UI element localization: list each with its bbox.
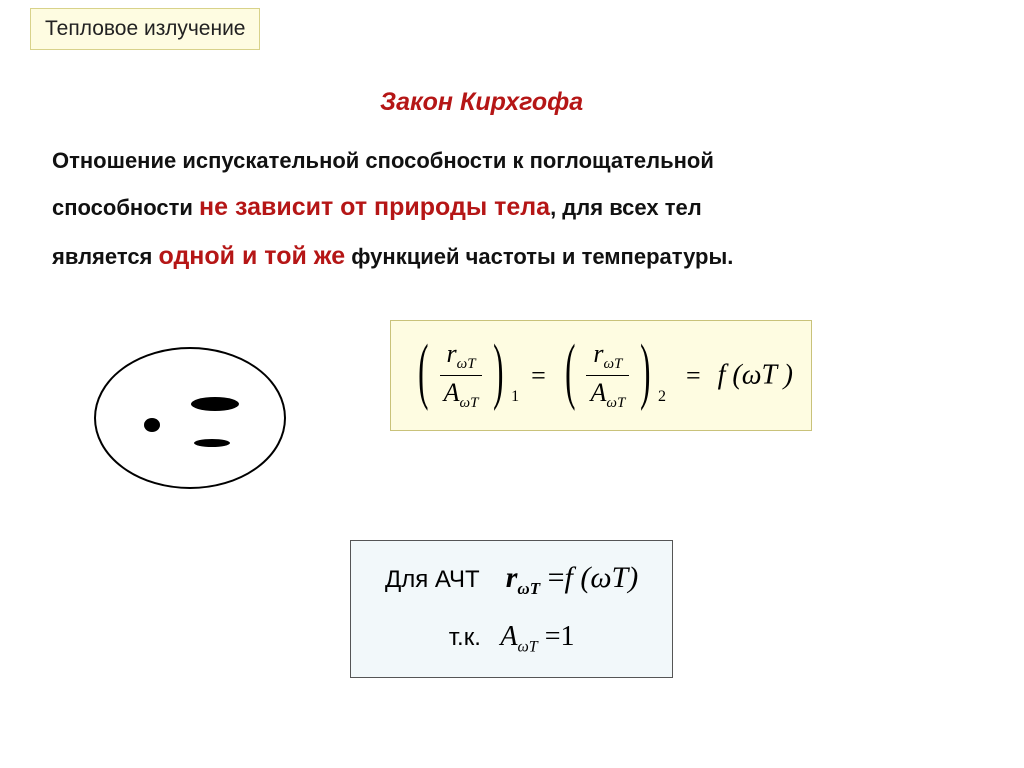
f1-num2: r: [593, 339, 603, 368]
ratio-1: ( rωT AωT )1: [411, 333, 519, 418]
blackbody-condition-line: т.к. AωT =1: [385, 621, 638, 657]
cavity-outline: [95, 348, 285, 488]
cavity-spot-2: [191, 397, 239, 411]
f2-r: r: [506, 561, 518, 594]
law-paragraph: Отношение испускательной способности к п…: [52, 140, 982, 280]
f1-numsub1: ωT: [457, 356, 476, 372]
header-box: Тепловое излучение: [30, 8, 260, 50]
para-post2: функцией частоты и температуры.: [345, 244, 733, 269]
para-accent1: не зависит от природы тела: [199, 193, 550, 221]
f1-densub2: ωT: [606, 395, 625, 411]
f1-densub1: ωT: [460, 395, 479, 411]
section-title-text: Закон Кирхгофа: [380, 88, 583, 116]
para-line1: Отношение испускательной способности к п…: [52, 148, 714, 173]
blackbody-formula-box: Для АЧТ rωT =f (ωT) т.к. AωT =1: [350, 540, 673, 678]
f1-num1: r: [447, 339, 457, 368]
f1-numsub2: ωT: [603, 356, 622, 372]
f2-label2: т.к.: [449, 624, 481, 651]
f1-idx2: 2: [658, 388, 666, 405]
f1-rhs: f (ωT ): [711, 360, 793, 391]
f1-eq2: =: [672, 361, 707, 390]
para-line2a: способности: [52, 195, 199, 220]
kirchhoff-formula-box: ( rωT AωT )1 = ( rωT AωT )2 = f (ωT ): [390, 320, 812, 431]
f1-den1: A: [444, 378, 460, 407]
f2-A-rhs: 1: [560, 621, 574, 652]
f2-rhs: f (ωT): [565, 561, 639, 594]
cavity-spot-1: [144, 418, 160, 432]
f2-r-sub: ωT: [517, 579, 540, 598]
para-post1: , для всех тел: [550, 195, 702, 220]
para-accent2: одной и той же: [159, 242, 346, 270]
para-line3a: является: [52, 244, 159, 269]
cavity-spot-3: [194, 439, 230, 447]
f1-idx1: 1: [511, 388, 519, 405]
f2-A-sub: ωT: [517, 639, 537, 656]
blackbody-eq-line: Для АЧТ rωT =f (ωT): [385, 561, 638, 599]
blackbody-cavity-diagram: [90, 340, 290, 490]
header-title: Тепловое излучение: [45, 17, 245, 40]
f2-label1: Для АЧТ: [385, 566, 480, 593]
f2-A: A: [500, 621, 517, 652]
f1-den2: A: [590, 378, 606, 407]
f1-eq1: =: [525, 361, 552, 390]
section-title: Закон Кирхгофа: [380, 88, 583, 117]
ratio-2: ( rωT AωT )2: [558, 333, 666, 418]
